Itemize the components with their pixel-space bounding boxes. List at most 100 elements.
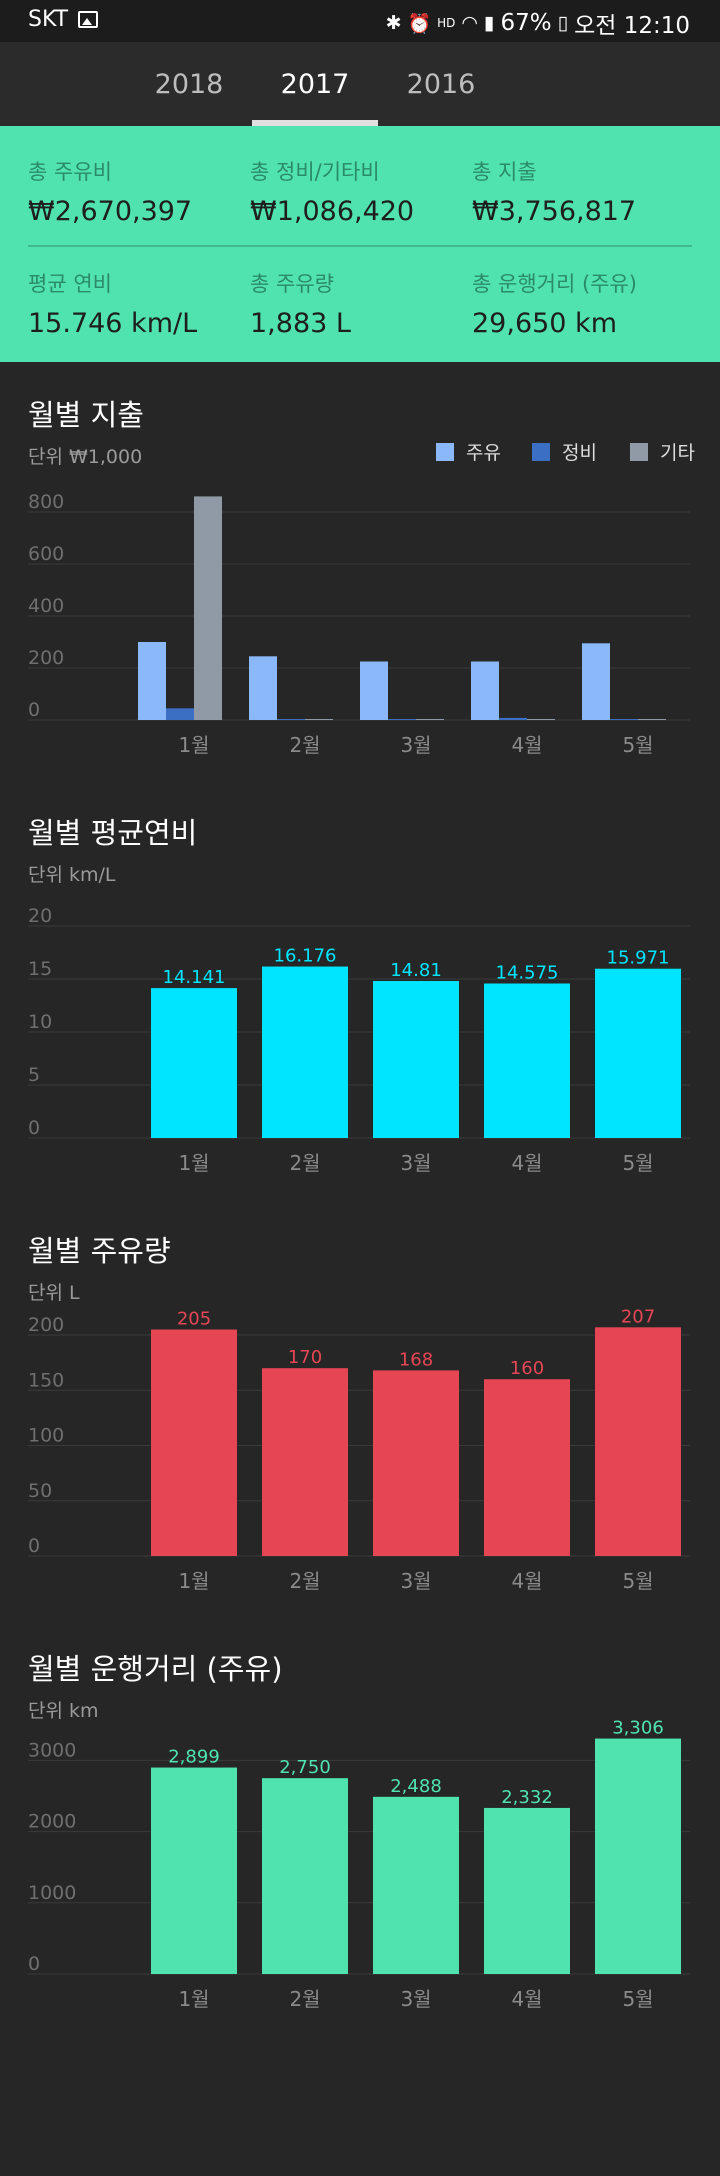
x-tick-label: 3월 <box>400 1987 431 2011</box>
y-tick-label: 20 <box>28 905 52 927</box>
total-fuel-cost-value: ₩2,670,397 <box>28 196 193 227</box>
y-tick-label: 400 <box>28 595 64 617</box>
avg-efficiency-value: 15.746 km/L <box>28 308 198 339</box>
x-tick-label: 1월 <box>178 1151 209 1175</box>
y-tick-label: 0 <box>28 1953 40 1975</box>
distance-chart: 0 1000 2000 3000 2,899 1월 2,750 2월 2,488 3월 2,332 4… <box>28 1718 690 2011</box>
total-fuel-label: 총 주유량 <box>250 272 334 296</box>
data-label: 14.141 <box>163 967 226 988</box>
x-tick-label: 5월 <box>622 733 653 757</box>
bar <box>373 1796 459 1974</box>
y-tick-label: 1000 <box>28 1882 76 1904</box>
bar-정비 <box>388 719 416 720</box>
status-icons: ✱ ⏰ HD ◠ ▮ 67% ▯ 오전 12:10 <box>386 6 690 40</box>
data-label: 15.971 <box>607 948 670 969</box>
bar <box>595 968 681 1138</box>
total-maintenance: 총 정비/기타비 ₩1,086,420 <box>250 156 414 227</box>
total-maintenance-label: 총 정비/기타비 <box>250 160 380 184</box>
bar <box>484 1379 570 1556</box>
y-tick-label: 2000 <box>28 1811 76 1833</box>
total-fuel-cost-label: 총 주유비 <box>28 160 112 184</box>
data-label: 3,306 <box>612 1718 664 1739</box>
x-tick-label: 1월 <box>178 1987 209 2011</box>
data-label: 14.81 <box>390 960 442 981</box>
total-fuel-value: 1,883 L <box>250 308 351 339</box>
bar-기타 <box>638 719 666 720</box>
x-tick-label: 4월 <box>511 733 542 757</box>
bar <box>151 1767 237 1974</box>
bar-주유 <box>249 656 277 720</box>
distance-chart-title: 월별 운행거리 (주유) <box>28 1652 283 1686</box>
alarm-icon: ⏰ <box>407 12 432 35</box>
year-tabs: 2018 2017 2016 <box>0 42 720 126</box>
gallery-notification-icon <box>78 11 98 28</box>
x-tick-label: 2월 <box>289 1569 320 1593</box>
y-tick-label: 0 <box>28 1535 40 1557</box>
bar-정비 <box>166 708 194 720</box>
total-maintenance-value: ₩1,086,420 <box>250 196 415 227</box>
battery-icon: ▯ <box>557 12 569 34</box>
x-tick-label: 3월 <box>400 1151 431 1175</box>
x-tick-label: 1월 <box>178 733 209 757</box>
y-tick-label: 15 <box>28 958 52 980</box>
legend-other-swatch <box>630 442 648 461</box>
legend-maintenance-swatch <box>532 442 550 461</box>
data-label: 170 <box>288 1347 322 1368</box>
efficiency-chart: 0 5 10 15 20 14.141 1월 16.176 2월 14.81 3월 14.575 4월 1… <box>28 905 690 1175</box>
data-label: 16.176 <box>274 946 337 967</box>
data-label: 2,750 <box>279 1757 331 1778</box>
y-tick-label: 5 <box>28 1064 40 1086</box>
bar <box>484 983 570 1138</box>
x-tick-label: 4월 <box>511 1987 542 2011</box>
x-tick-label: 2월 <box>289 1987 320 2011</box>
total-spent-value: ₩3,756,817 <box>472 196 637 227</box>
data-label: 160 <box>510 1358 544 1379</box>
y-tick-label: 600 <box>28 543 64 565</box>
x-tick-label: 5월 <box>622 1151 653 1175</box>
total-distance: 총 운행거리 (주유) 29,650 km <box>472 268 637 339</box>
bar-주유 <box>138 642 166 720</box>
fuel-chart-section: 월별 주유량 단위 L 0 50 100 150 200 205 1월 170 2월 168 3월 1… <box>0 1228 720 1608</box>
x-tick-label: 5월 <box>622 1987 653 2011</box>
tab-2018[interactable]: 2018 <box>154 69 224 100</box>
x-tick-label: 5월 <box>622 1569 653 1593</box>
bar <box>262 1778 348 1974</box>
avg-efficiency: 평균 연비 15.746 km/L <box>28 268 197 339</box>
x-tick-label: 1월 <box>178 1569 209 1593</box>
data-label: 2,332 <box>501 1787 553 1808</box>
y-tick-label: 0 <box>28 699 40 721</box>
efficiency-chart-title: 월별 평균연비 <box>28 816 198 850</box>
bar <box>595 1738 681 1974</box>
distance-chart-section: 월별 운행거리 (주유) 단위 km 0 1000 2000 3000 2,899 1월 2… <box>0 1646 720 2026</box>
bar-기타 <box>416 719 444 720</box>
tab-2016[interactable]: 2016 <box>406 69 476 100</box>
y-tick-label: 100 <box>28 1425 64 1447</box>
tab-2017[interactable]: 2017 <box>252 42 378 126</box>
bar <box>151 988 237 1138</box>
bar <box>151 1329 237 1556</box>
hd-voice-icon: HD <box>437 16 456 30</box>
status-bar: SKT ✱ ⏰ HD ◠ ▮ 67% ▯ 오전 12:10 <box>0 0 720 42</box>
legend-fuel-swatch <box>436 442 454 461</box>
y-tick-label: 50 <box>28 1480 52 1502</box>
clock: 오전 12:10 <box>574 13 690 39</box>
bar-정비 <box>610 719 638 720</box>
wifi-icon: ◠ <box>461 12 479 34</box>
fuel-chart-title: 월별 주유량 <box>28 1234 171 1268</box>
x-tick-label: 4월 <box>511 1569 542 1593</box>
bar-주유 <box>471 661 499 720</box>
bluetooth-icon: ✱ <box>385 12 402 34</box>
x-tick-label: 3월 <box>400 1569 431 1593</box>
total-fuel: 총 주유량 1,883 L <box>250 268 351 339</box>
bar <box>484 1807 570 1974</box>
summary-divider <box>28 245 692 247</box>
efficiency-chart-section: 월별 평균연비 단위 km/L 0 5 10 15 20 14.141 1월 16.176 2월… <box>0 810 720 1190</box>
bar-주유 <box>360 661 388 720</box>
legend-other-label: 기타 <box>660 442 695 464</box>
battery-percent: 67% <box>500 10 552 36</box>
x-tick-label: 4월 <box>511 1151 542 1175</box>
total-fuel-cost: 총 주유비 ₩2,670,397 <box>28 156 192 227</box>
spending-chart-title: 월별 지출 <box>28 398 144 432</box>
signal-icon: ▮ <box>484 12 495 34</box>
avg-efficiency-label: 평균 연비 <box>28 272 112 296</box>
